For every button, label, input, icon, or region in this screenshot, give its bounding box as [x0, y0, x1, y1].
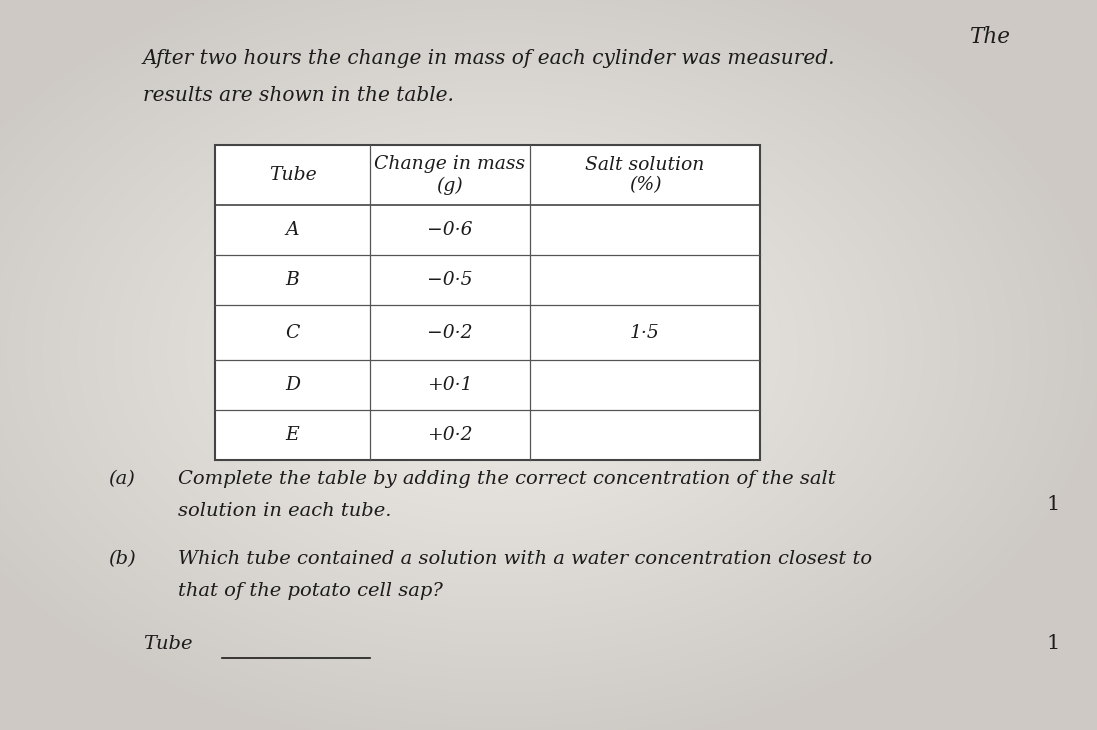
Text: Tube: Tube	[269, 166, 316, 184]
Text: Which tube contained a solution with a water concentration closest to: Which tube contained a solution with a w…	[178, 550, 872, 568]
Text: After two hours the change in mass of each cylinder was measured.: After two hours the change in mass of ea…	[143, 49, 836, 68]
Text: B: B	[285, 271, 299, 289]
Text: (a): (a)	[108, 470, 135, 488]
Text: Tube: Tube	[143, 635, 192, 653]
Text: Change in mass
(g): Change in mass (g)	[374, 155, 525, 195]
Text: A: A	[285, 221, 299, 239]
Text: −0·6: −0·6	[427, 221, 473, 239]
Text: results are shown in the table.: results are shown in the table.	[143, 86, 454, 105]
Text: −0·5: −0·5	[427, 271, 473, 289]
Text: +0·1: +0·1	[427, 376, 473, 394]
Text: 1: 1	[1047, 634, 1060, 653]
Text: Salt solution
(%): Salt solution (%)	[586, 155, 704, 194]
Text: Complete the table by adding the correct concentration of the salt: Complete the table by adding the correct…	[178, 470, 836, 488]
Text: D: D	[285, 376, 299, 394]
Text: −0·2: −0·2	[427, 323, 473, 342]
Bar	[215, 145, 760, 460]
Text: 1·5: 1·5	[630, 323, 660, 342]
Text: solution in each tube.: solution in each tube.	[178, 502, 392, 520]
Text: +0·2: +0·2	[427, 426, 473, 444]
Text: E: E	[285, 426, 299, 444]
Text: 1: 1	[1047, 494, 1060, 513]
Text: (b): (b)	[108, 550, 136, 568]
Text: The: The	[970, 26, 1011, 48]
Text: that of the potato cell sap?: that of the potato cell sap?	[178, 582, 443, 600]
Text: C: C	[285, 323, 299, 342]
